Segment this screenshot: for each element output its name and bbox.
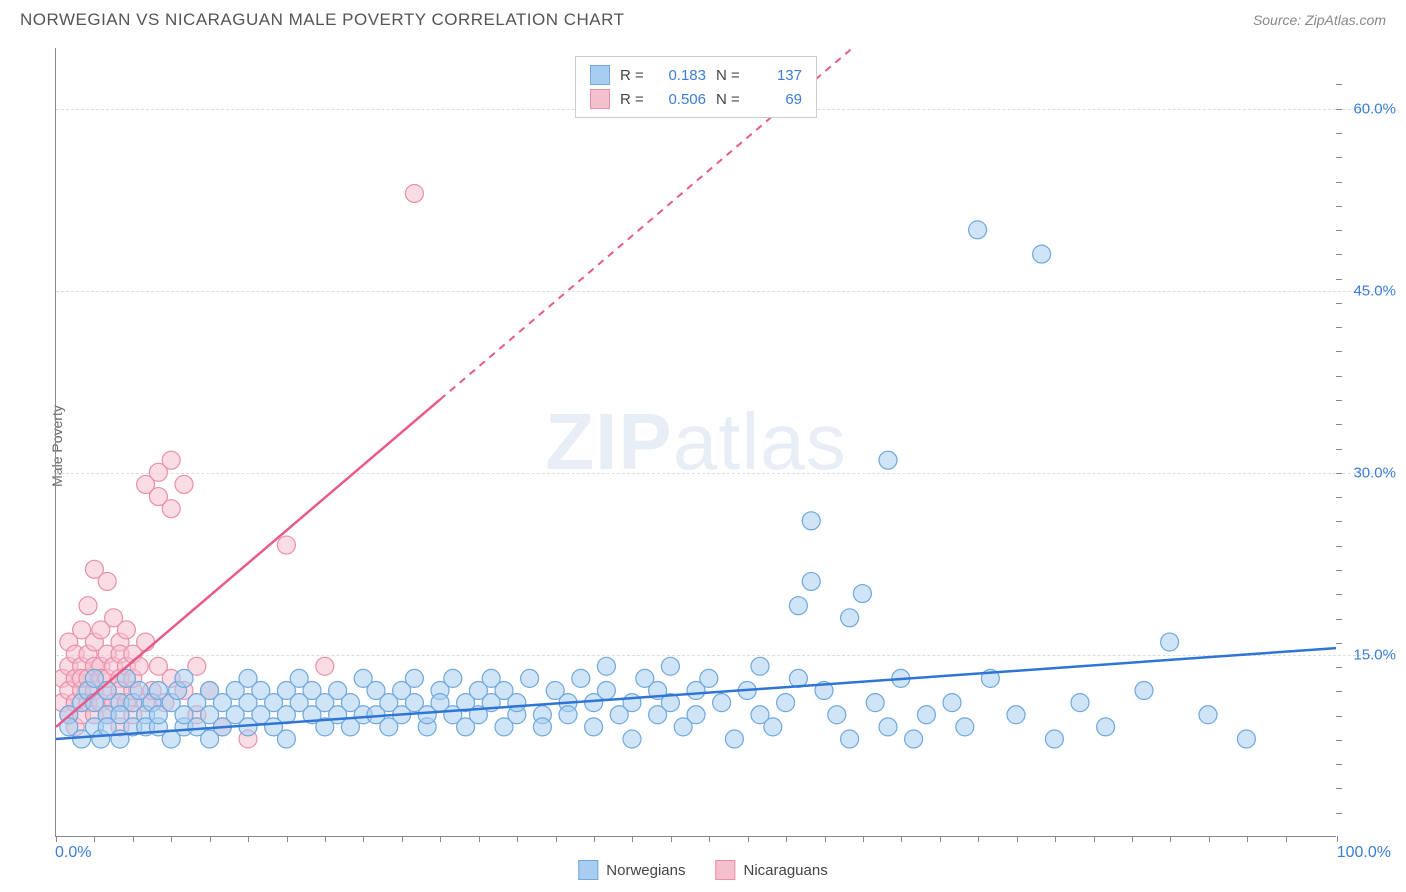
legend-text: N = xyxy=(716,67,744,84)
x-tick xyxy=(1337,836,1338,842)
x-tick xyxy=(1209,836,1210,842)
legend-swatch xyxy=(590,89,610,109)
x-tick xyxy=(1132,836,1133,842)
y-tick-label: 15.0% xyxy=(1353,646,1396,663)
y-tick xyxy=(1336,182,1342,183)
source-name: ZipAtlas.com xyxy=(1305,12,1386,28)
y-tick xyxy=(1336,400,1342,401)
y-tick xyxy=(1336,230,1342,231)
x-tick xyxy=(709,836,710,842)
y-tick xyxy=(1336,473,1342,474)
y-tick xyxy=(1336,643,1342,644)
y-tick xyxy=(1336,570,1342,571)
x-tick xyxy=(556,836,557,842)
y-tick xyxy=(1336,376,1342,377)
legend-row: R = 0.183 N = 137 xyxy=(590,63,802,87)
legend-text: R = xyxy=(620,67,648,84)
chart-title: NORWEGIAN VS NICARAGUAN MALE POVERTY COR… xyxy=(20,10,624,30)
y-tick xyxy=(1336,254,1342,255)
series-legend-label: Nicaraguans xyxy=(744,862,828,879)
legend-text: 0.506 xyxy=(658,91,706,108)
legend-swatch xyxy=(578,860,598,880)
y-tick xyxy=(1336,424,1342,425)
legend-text: R = xyxy=(620,91,648,108)
y-tick xyxy=(1336,740,1342,741)
x-axis-max-label: 100.0% xyxy=(1337,844,1391,862)
x-tick xyxy=(517,836,518,842)
y-tick xyxy=(1336,788,1342,789)
series-legend: Norwegians Nicaraguans xyxy=(578,860,827,880)
x-tick xyxy=(863,836,864,842)
x-tick xyxy=(1247,836,1248,842)
x-tick xyxy=(210,836,211,842)
legend-text: 137 xyxy=(754,67,802,84)
y-tick xyxy=(1336,157,1342,158)
x-tick xyxy=(1286,836,1287,842)
y-tick-label: 60.0% xyxy=(1353,100,1396,117)
x-tick xyxy=(1094,836,1095,842)
x-tick xyxy=(940,836,941,842)
x-tick xyxy=(786,836,787,842)
y-tick xyxy=(1336,691,1342,692)
x-tick xyxy=(1017,836,1018,842)
legend-swatch xyxy=(716,860,736,880)
y-tick xyxy=(1336,84,1342,85)
y-tick xyxy=(1336,594,1342,595)
x-tick xyxy=(363,836,364,842)
x-tick xyxy=(825,836,826,842)
source-attribution: Source: ZipAtlas.com xyxy=(1253,12,1386,28)
source-prefix: Source: xyxy=(1253,12,1305,28)
y-tick xyxy=(1336,303,1342,304)
legend-text: 69 xyxy=(754,91,802,108)
legend-text: N = xyxy=(716,91,744,108)
series-legend-item: Nicaraguans xyxy=(716,860,828,880)
y-tick xyxy=(1336,109,1342,110)
x-tick xyxy=(133,836,134,842)
y-tick xyxy=(1336,279,1342,280)
scatter-svg xyxy=(56,48,1336,836)
x-tick xyxy=(56,836,57,842)
y-tick-label: 30.0% xyxy=(1353,464,1396,481)
x-tick xyxy=(1170,836,1171,842)
chart-area: ZIPatlas R =0.183N =137R =0.506N =69 15.… xyxy=(55,48,1336,837)
y-tick xyxy=(1336,667,1342,668)
series-legend-label: Norwegians xyxy=(606,862,685,879)
y-tick-label: 45.0% xyxy=(1353,282,1396,299)
x-axis-min-label: 0.0% xyxy=(55,844,91,862)
y-tick xyxy=(1336,449,1342,450)
x-tick xyxy=(171,836,172,842)
x-tick xyxy=(748,836,749,842)
x-tick xyxy=(594,836,595,842)
correlation-legend: R = 0.183 N = 137 R = 0.506 N = 69 xyxy=(575,56,817,118)
x-tick xyxy=(402,836,403,842)
header: NORWEGIAN VS NICARAGUAN MALE POVERTY COR… xyxy=(0,0,1406,38)
plot-area: ZIPatlas R =0.183N =137R =0.506N =69 15.… xyxy=(55,48,1336,837)
x-tick xyxy=(440,836,441,842)
y-tick xyxy=(1336,497,1342,498)
legend-row: R = 0.506 N = 69 xyxy=(590,87,802,111)
x-tick xyxy=(479,836,480,842)
y-tick xyxy=(1336,327,1342,328)
x-tick xyxy=(978,836,979,842)
y-tick xyxy=(1336,813,1342,814)
y-tick xyxy=(1336,764,1342,765)
y-tick xyxy=(1336,546,1342,547)
y-tick xyxy=(1336,206,1342,207)
y-tick xyxy=(1336,351,1342,352)
y-tick xyxy=(1336,716,1342,717)
series-legend-item: Norwegians xyxy=(578,860,685,880)
x-tick xyxy=(901,836,902,842)
legend-text: 0.183 xyxy=(658,67,706,84)
legend-swatch xyxy=(590,65,610,85)
x-tick xyxy=(671,836,672,842)
x-tick xyxy=(94,836,95,842)
x-tick xyxy=(632,836,633,842)
x-tick xyxy=(1055,836,1056,842)
y-tick xyxy=(1336,521,1342,522)
y-tick xyxy=(1336,619,1342,620)
x-tick xyxy=(248,836,249,842)
y-tick xyxy=(1336,133,1342,134)
x-tick xyxy=(287,836,288,842)
x-tick xyxy=(325,836,326,842)
